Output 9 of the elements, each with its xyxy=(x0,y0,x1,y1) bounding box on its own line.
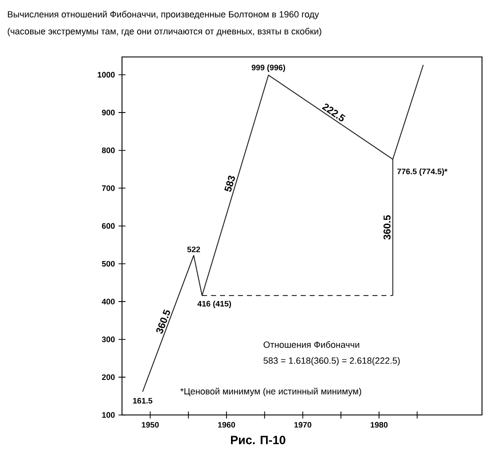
chart-subtitle: (часовые экстремумы там, где они отличаются от дневных, взяты в скобки) xyxy=(8,28,322,36)
annotation: 583 = 1.618(360.5) = 2.618(222.5) xyxy=(264,357,400,366)
annotation: 583 xyxy=(224,176,235,192)
annotation: Отношения Фибоначчи xyxy=(264,341,360,348)
annotation: 360.5 xyxy=(384,215,391,240)
chart-title: Вычисления отношений Фибоначчи, произведенные Болтоном в 1960 году xyxy=(8,10,319,20)
annotation: *Ценовой минимум (не истинный минимум) xyxy=(180,388,362,396)
text: Рис. П-10 xyxy=(231,436,286,444)
annotation: 360.5 xyxy=(156,309,170,334)
